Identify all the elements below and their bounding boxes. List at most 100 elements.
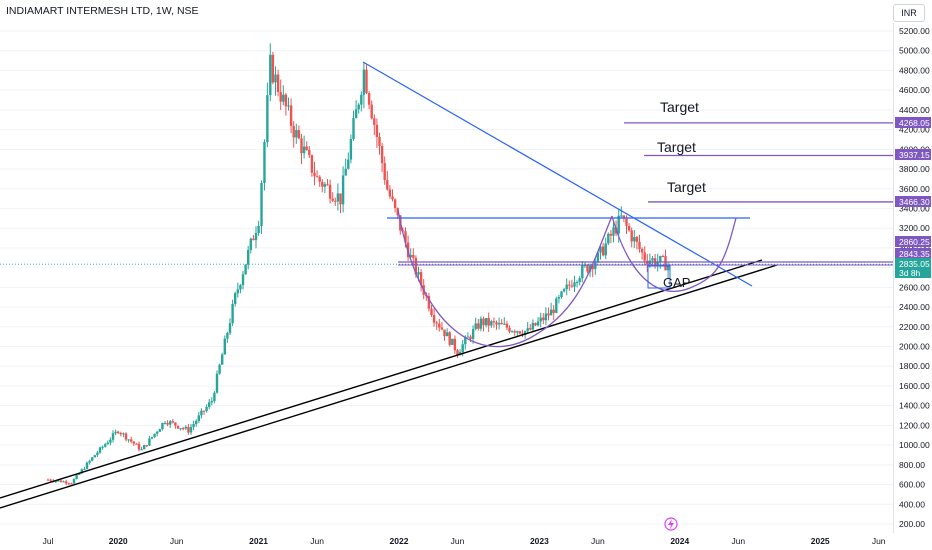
price-tag <box>895 149 931 160</box>
time-tick-label: Jun <box>310 536 324 546</box>
candle-body <box>215 373 219 393</box>
candle-body <box>531 322 535 330</box>
candle-body <box>236 289 239 294</box>
candle-body <box>279 91 282 102</box>
candle-body <box>638 241 641 249</box>
candle-body <box>516 331 519 333</box>
price-tick-label: 4200.00 <box>899 125 930 135</box>
candle-body <box>362 69 366 95</box>
candle-body <box>104 444 107 447</box>
candle-body <box>526 328 529 332</box>
candle-body <box>544 313 548 321</box>
candle-body <box>310 155 314 173</box>
candle-body <box>448 332 451 345</box>
candle-body <box>456 350 459 356</box>
price-tick-label: 4800.00 <box>899 65 930 75</box>
price-tick-label: 3400.00 <box>899 203 930 213</box>
price-tag-label: 3937.15 <box>899 150 930 160</box>
candle-body <box>383 163 386 181</box>
candle-body <box>430 308 433 316</box>
candle-body <box>122 433 125 435</box>
candle-body <box>130 439 133 442</box>
grid-layer <box>0 30 893 525</box>
symbol-title: INDIAMART INTERMESH LTD, 1W, NSE <box>6 5 199 17</box>
candle-body <box>284 94 288 107</box>
time-tick-label: Jun <box>731 536 745 546</box>
candle-body <box>119 433 122 435</box>
candle-body <box>599 246 602 253</box>
candle-body <box>208 402 211 407</box>
time-axis: Jul 2020 Jun 2021 Jun 2022 Jun 2023 Jun 2024 Jun 20… <box>43 536 886 546</box>
time-tick-label: 2024 <box>670 536 689 546</box>
lightning-bolt-icon <box>668 519 674 529</box>
candle-body <box>49 479 52 481</box>
price-tick-label: 3200.00 <box>899 223 930 233</box>
candle-body <box>161 423 164 430</box>
candle-body <box>83 468 86 470</box>
candle-body <box>274 74 277 83</box>
time-tick-label: Jun <box>170 536 184 546</box>
candle-body <box>479 318 483 329</box>
price-tag <box>895 267 931 278</box>
price-tag-label: 2843.35 <box>899 249 930 259</box>
candle-body <box>370 104 373 119</box>
candle-body <box>367 93 371 105</box>
candle-body <box>282 94 285 102</box>
candle-body <box>263 142 266 183</box>
candle-body <box>166 422 169 425</box>
candle-body <box>388 189 392 197</box>
handle-arc <box>611 215 737 292</box>
price-tick-label: 2200.00 <box>899 322 930 332</box>
candle-body <box>380 145 384 164</box>
candle-body <box>640 248 644 253</box>
candle-body <box>271 54 275 83</box>
candle-body <box>500 322 503 325</box>
candle-body <box>135 443 138 445</box>
price-labels-layer: 4268.05 3937.15 3466.30 2860.25 2843.352835.… <box>895 117 931 278</box>
price-tick-label: 2000.00 <box>899 342 930 352</box>
candle-body <box>513 331 516 333</box>
candle-body <box>386 180 389 190</box>
candle-body <box>542 317 545 321</box>
gap-annotation: GAP <box>663 275 690 290</box>
candle-body <box>656 261 659 266</box>
candle-body <box>200 410 203 416</box>
candle-body <box>143 445 146 450</box>
candle-body <box>156 431 159 434</box>
candle-body <box>308 149 311 156</box>
candle-body <box>184 426 187 429</box>
price-tick-label: 1600.00 <box>899 381 930 391</box>
candle-body <box>440 327 444 330</box>
candle-body <box>607 233 610 244</box>
candle-body <box>140 449 143 451</box>
candle-body <box>254 233 258 241</box>
currency-selector[interactable]: INR <box>893 4 925 22</box>
candle-body <box>347 159 350 169</box>
price-tick-label: 5000.00 <box>899 46 930 56</box>
candle-body <box>321 181 324 187</box>
cup-arc <box>397 209 613 348</box>
candle-body <box>596 252 600 263</box>
candle-body <box>75 474 78 479</box>
candle-body <box>484 317 488 326</box>
time-tick-label: 2020 <box>109 536 128 546</box>
candle-body <box>174 422 177 426</box>
candle-body <box>249 238 252 250</box>
candle-body <box>114 431 117 434</box>
candle-body <box>505 323 509 328</box>
candle-body <box>529 328 532 330</box>
price-tag <box>895 258 931 269</box>
candle-body <box>91 457 94 461</box>
candle-body <box>354 109 358 119</box>
price-tag <box>895 236 931 247</box>
price-tag <box>895 196 931 207</box>
candle-body <box>269 54 272 96</box>
candle-body <box>534 322 537 326</box>
candle-body <box>666 264 670 271</box>
candle-body <box>266 95 269 143</box>
candle-body <box>88 460 91 463</box>
candle-body <box>414 257 418 275</box>
candle-body <box>492 321 496 323</box>
